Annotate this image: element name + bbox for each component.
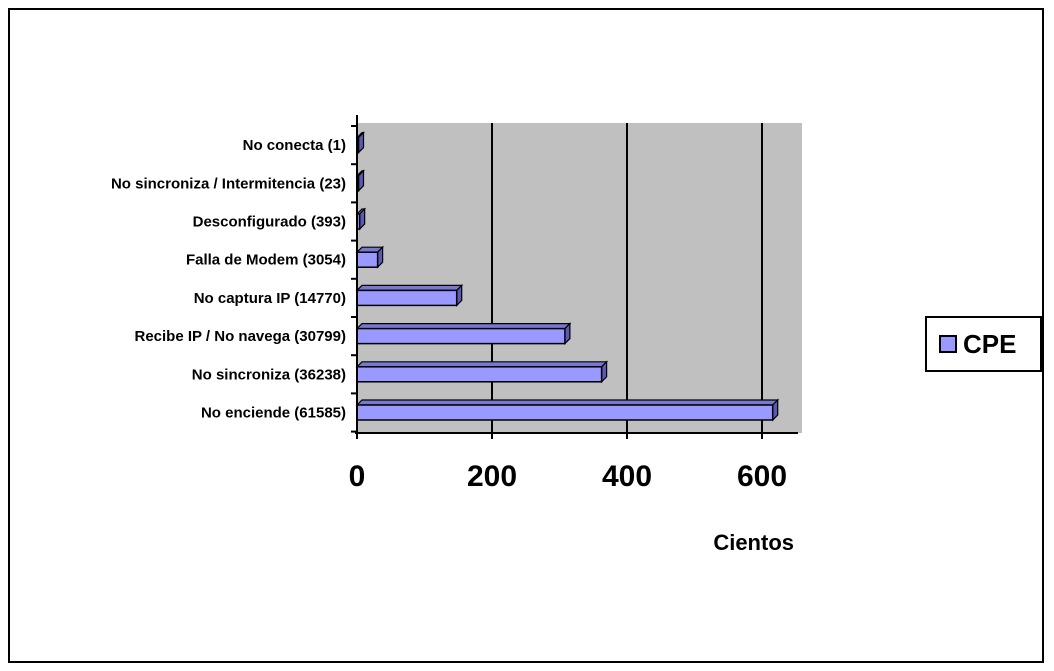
axes: [351, 115, 798, 439]
bar-0: [355, 398, 780, 422]
bar-4: [355, 245, 385, 269]
category-label-1: No sincroniza (36238): [192, 366, 346, 383]
bar-1: [355, 360, 609, 384]
category-label-6: No sincroniza / Intermitencia (23): [111, 175, 346, 192]
x-tick-label-2: 400: [602, 460, 652, 493]
category-label-7: No conecta (1): [243, 137, 346, 154]
legend-label: CPE: [963, 328, 1017, 359]
tick-labels: 0 200 400 600: [349, 460, 787, 493]
x-axis-title: Cientos: [713, 530, 794, 555]
x-tick-label-1: 200: [467, 460, 517, 493]
bar-5: [355, 207, 367, 231]
category-labels: No enciende (61585) No sincroniza (36238)…: [111, 137, 346, 421]
category-label-0: No enciende (61585): [201, 405, 346, 422]
category-label-2: Recibe IP / No navega (30799): [135, 328, 347, 345]
bar-3: [355, 283, 464, 307]
legend: CPE: [925, 316, 1042, 372]
x-tick-label-3: 600: [737, 460, 787, 493]
bar-2: [355, 322, 572, 346]
category-label-3: No captura IP (14770): [194, 290, 346, 307]
plot-area: [357, 123, 802, 433]
category-label-5: Desconfigurado (393): [193, 214, 346, 231]
x-tick-label-0: 0: [349, 460, 366, 493]
category-label-4: Falla de Modem (3054): [186, 252, 346, 269]
legend-swatch: [939, 335, 957, 353]
